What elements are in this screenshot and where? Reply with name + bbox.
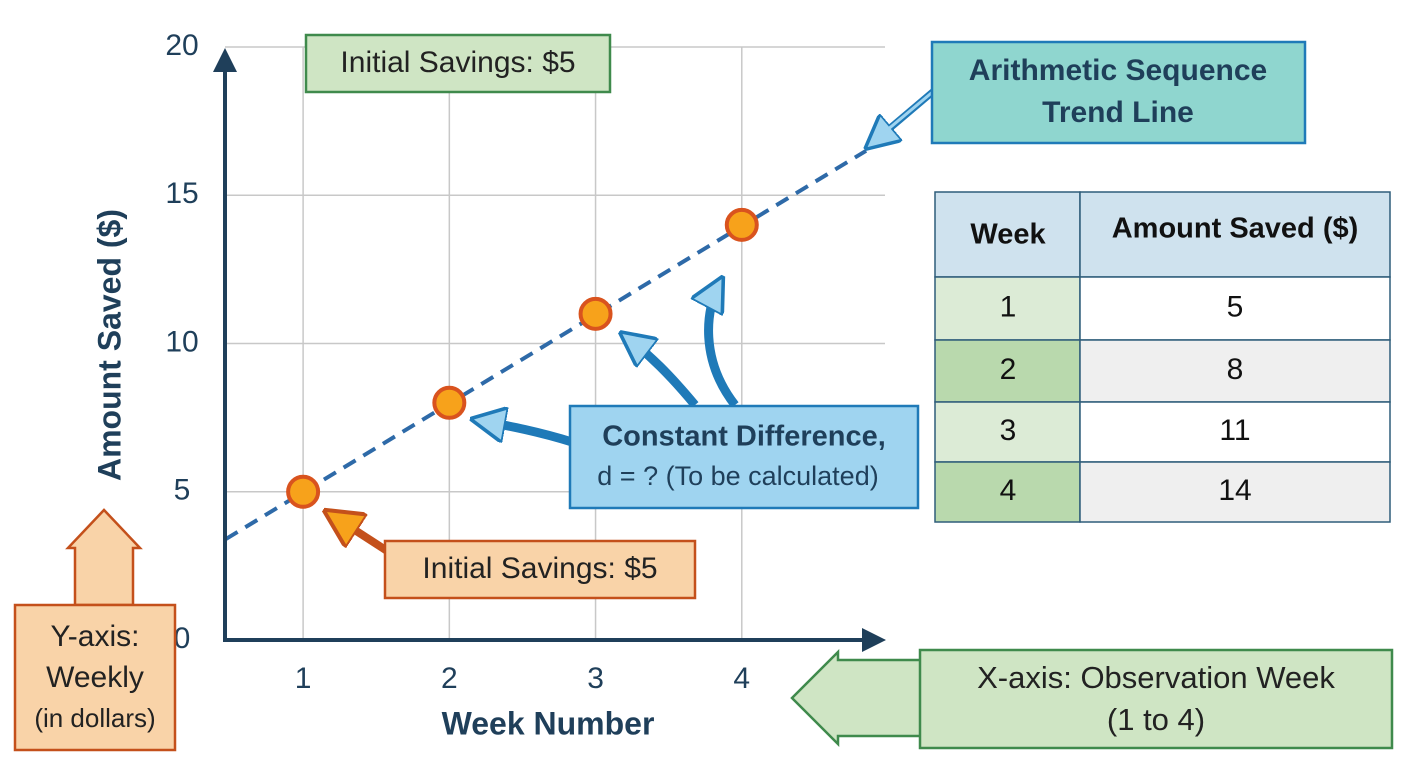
table-header: Week	[970, 219, 1046, 251]
table-cell-text: 1	[1000, 290, 1017, 323]
note-text: d = ? (To be calculated)	[597, 461, 878, 491]
x-tick-label: 1	[295, 662, 312, 695]
table-cell-text: 14	[1218, 474, 1251, 507]
note-text: (1 to 4)	[1107, 702, 1205, 737]
callout-arrow	[477, 420, 574, 447]
y-tick-label: 15	[165, 177, 198, 210]
plot	[224, 149, 868, 541]
table-cell-text: 2	[1000, 353, 1017, 386]
x-tick-label: 4	[733, 662, 750, 695]
table-cell	[1079, 339, 1391, 403]
callout-arrow	[709, 282, 739, 408]
y-tick-label: 20	[165, 29, 198, 62]
x-axis-title: Week Number	[442, 705, 655, 741]
note-arrow	[790, 648, 924, 748]
note-box	[568, 404, 920, 510]
note-text: Initial Savings: $5	[340, 46, 575, 79]
y-tick-label: 5	[174, 474, 191, 507]
x-tick-label: 2	[441, 662, 458, 695]
table-cell	[1079, 401, 1391, 463]
data-point	[432, 385, 467, 420]
callout-arrow	[625, 336, 699, 408]
table-header: Amount Saved ($)	[1112, 213, 1359, 245]
table-cell	[1079, 276, 1391, 341]
y-axis-title: Amount Saved ($)	[91, 209, 127, 481]
note-box	[918, 648, 1394, 750]
x-tick-label: 3	[587, 662, 604, 695]
table-cell-text: 5	[1227, 290, 1244, 323]
note-text: Weekly	[46, 661, 144, 694]
note-box	[13, 603, 177, 752]
note-text: Arithmetic Sequence	[969, 54, 1267, 87]
table-cell-text: 11	[1219, 414, 1250, 447]
table-cell	[1079, 461, 1391, 523]
note-text: Trend Line	[1042, 96, 1194, 129]
table-header-cell	[934, 191, 1081, 278]
note-text: Initial Savings: $5	[422, 552, 657, 585]
note-box	[304, 33, 612, 94]
y-tick-label: 10	[165, 325, 198, 358]
x-axis-arrow	[862, 628, 886, 652]
note-box	[383, 539, 697, 600]
note-text: Y-axis:	[51, 620, 140, 653]
y-tick-label: 0	[174, 622, 191, 655]
data-point	[724, 207, 759, 242]
trend-line	[224, 149, 868, 541]
y-axis-arrow	[213, 48, 237, 72]
note-text: X-axis: Observation Week	[977, 660, 1335, 695]
data-table: Week Amount Saved ($) 1 5 2 8 3 11 4 14	[934, 191, 1391, 523]
note-text: (in dollars)	[34, 703, 155, 733]
callout-arrow-inner	[873, 88, 936, 143]
note-arrow	[65, 508, 143, 607]
data-point	[578, 296, 613, 331]
table-cell-text: 4	[1000, 474, 1017, 507]
table-cell-text: 3	[1000, 414, 1017, 447]
table-cell	[934, 461, 1081, 523]
data-point	[286, 474, 321, 509]
table-cell-text: 8	[1227, 353, 1244, 386]
table-header-cell	[1079, 191, 1391, 278]
note-box	[930, 40, 1307, 145]
note-text: Constant Difference,	[602, 421, 886, 453]
